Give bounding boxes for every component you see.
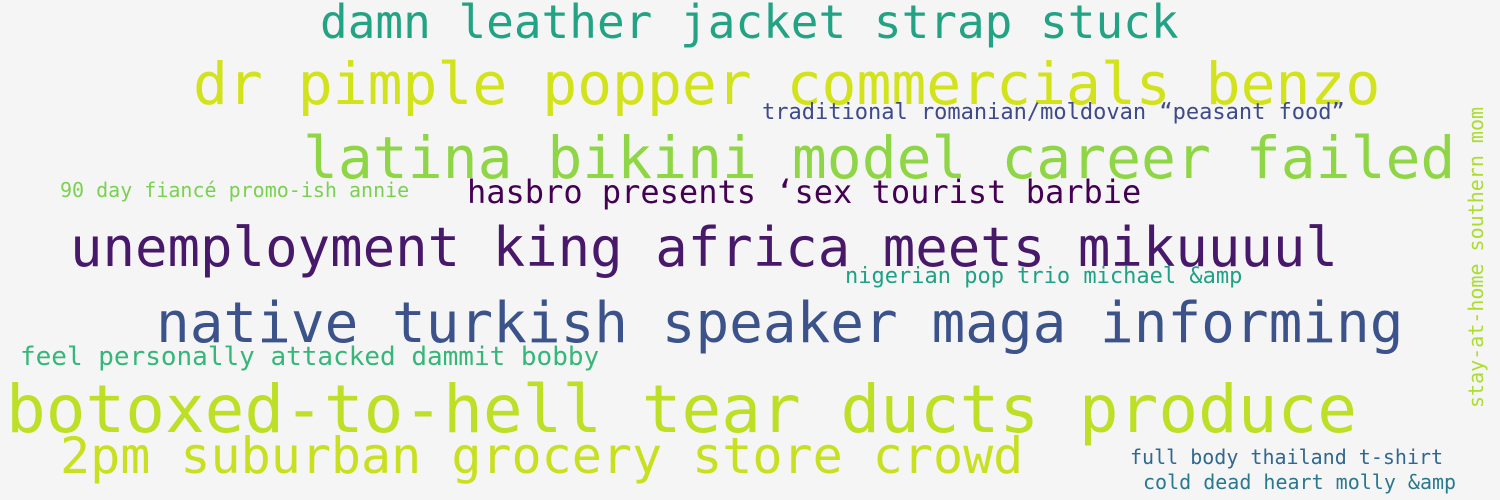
phrase-latina-bikini-model: latina bikini model career failed [303, 124, 1456, 192]
phrase-90-day-fiance: 90 day fiancé promo-ish annie [60, 178, 410, 202]
phrase-full-body-thailand: full body thailand t-shirt [1130, 445, 1444, 469]
phrase-2pm-suburban-grocery: 2pm suburban grocery store crowd [60, 427, 1024, 485]
phrase-stay-at-home-mom: stay-at-home southern mom [1464, 106, 1488, 408]
phrase-traditional-romanian: traditional romanian/moldovan “peasant f… [762, 100, 1345, 125]
phrase-cold-dead-heart: cold dead heart molly &amp [1143, 470, 1457, 494]
phrase-unemployment-king: unemployment king africa meets mikuuuul [70, 216, 1338, 279]
phrase-hasbro-presents: hasbro presents ‘sex tourist barbie [467, 173, 1142, 211]
phrase-native-turkish-speaker: native turkish speaker maga informing [156, 291, 1404, 356]
phrase-damn-leather-jacket: damn leather jacket strap stuck [320, 0, 1179, 49]
phrase-botoxed-to-hell: botoxed-to-hell tear ducts produce [6, 371, 1358, 448]
phrase-nigerian-pop-trio: nigerian pop trio michael &amp [845, 264, 1243, 289]
phrase-dr-pimple-popper: dr pimple popper commercials benzo [193, 50, 1381, 118]
phrase-feel-personally-attacked: feel personally attacked dammit bobby [20, 342, 600, 372]
